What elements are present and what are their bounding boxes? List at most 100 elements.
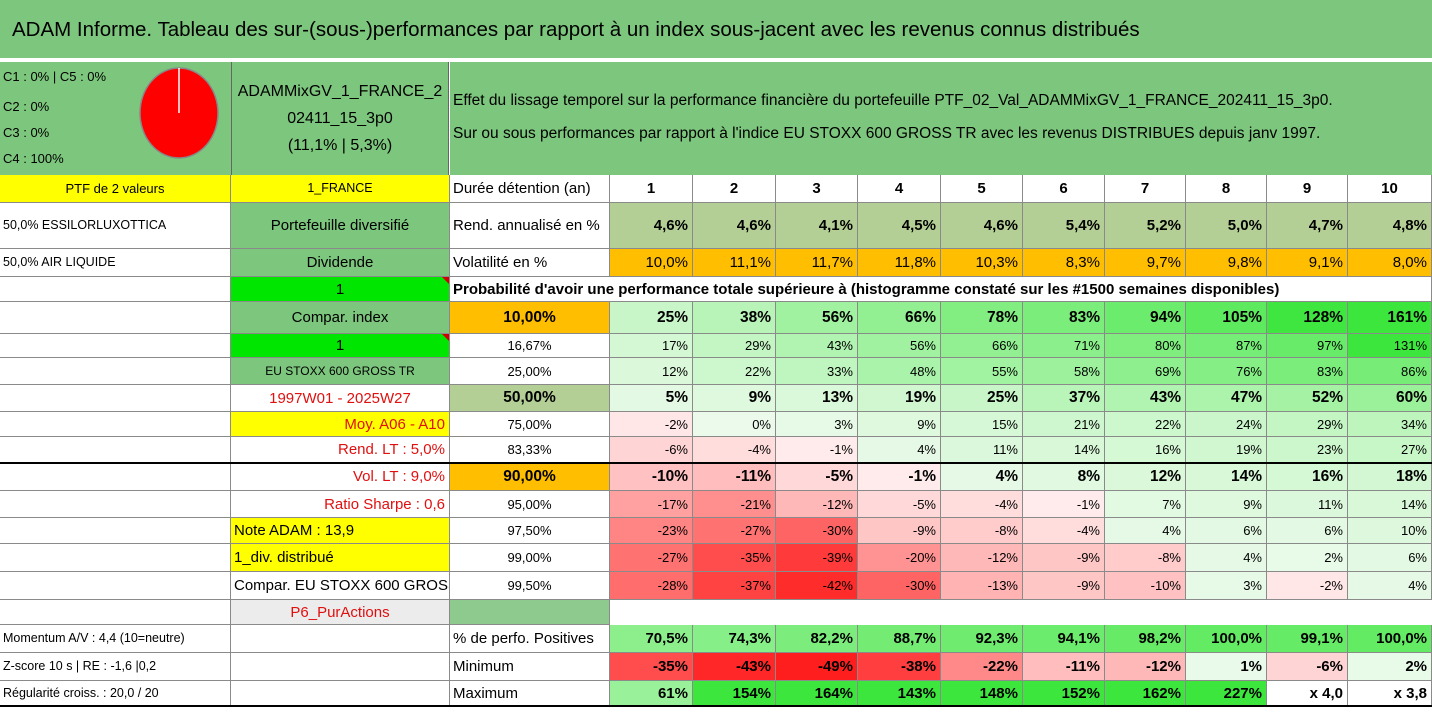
row-label: Z-score 10 s | RE : -1,6 |0,2 — [0, 653, 231, 681]
probability-value: 2% — [1267, 544, 1348, 572]
probability-value: 12% — [1105, 463, 1186, 491]
probability-value: -4% — [1023, 518, 1105, 544]
summary-value: -38% — [858, 653, 941, 681]
parameter-cell: Dividende — [231, 249, 450, 277]
summary-value: 227% — [1186, 681, 1267, 706]
probability-value: 105% — [1186, 302, 1267, 334]
comment-marker-icon — [442, 334, 449, 341]
probability-value: 3% — [776, 412, 858, 437]
duration-year-header: 2 — [693, 175, 776, 203]
probability-title: Probabilité d'avoir une performance tota… — [450, 277, 1432, 302]
probability-value: -6% — [610, 437, 693, 463]
row-label — [0, 412, 231, 437]
parameter-cell: Rend. LT : 5,0% — [231, 437, 450, 463]
rend-value: 5,0% — [1186, 203, 1267, 249]
probability-value: 34% — [1348, 412, 1432, 437]
rend-value: 4,6% — [610, 203, 693, 249]
duration-header-label: Durée détention (an) — [450, 175, 610, 203]
summary-label: Maximum — [450, 681, 610, 706]
probability-value: 14% — [1348, 491, 1432, 518]
threshold-label: 99,50% — [450, 572, 610, 600]
probability-value: 25% — [941, 385, 1023, 412]
probability-value: 86% — [1348, 358, 1432, 385]
probability-value: -17% — [610, 491, 693, 518]
probability-value: 83% — [1267, 358, 1348, 385]
portfolio-name-line: 02411_15_3p0 — [287, 110, 393, 127]
probability-value: 80% — [1105, 334, 1186, 358]
row-label — [0, 600, 231, 625]
threshold-label: 83,33% — [450, 437, 610, 463]
summary-value: -12% — [1105, 653, 1186, 681]
probability-value: 66% — [858, 302, 941, 334]
parameter-cell: 1_FRANCE — [231, 175, 450, 203]
probability-value: -9% — [858, 518, 941, 544]
threshold-label: 75,00% — [450, 412, 610, 437]
probability-value: 8% — [1023, 463, 1105, 491]
probability-value: 71% — [1023, 334, 1105, 358]
probability-value: 38% — [693, 302, 776, 334]
rend-label: Rend. annualisé en % — [450, 203, 610, 249]
probability-value: 9% — [858, 412, 941, 437]
summary-value: 70,5% — [610, 625, 693, 653]
summary-value: 148% — [941, 681, 1023, 706]
portfolio-name-line: (11,1% | 5,3%) — [287, 137, 393, 154]
probability-value: -10% — [1105, 572, 1186, 600]
rend-value: 4,6% — [693, 203, 776, 249]
probability-value: 58% — [1023, 358, 1105, 385]
summary-label: % de perfo. Positives — [450, 625, 610, 653]
vol-value: 8,3% — [1023, 249, 1105, 277]
summary-value: 100,0% — [1186, 625, 1267, 653]
cluster-line: C1 : 0% | C5 : 0% — [3, 69, 107, 84]
probability-value: 43% — [776, 334, 858, 358]
probability-value: 52% — [1267, 385, 1348, 412]
probability-value: 25% — [610, 302, 693, 334]
row-label: 50,0% AIR LIQUIDE — [0, 249, 231, 277]
summary-value: -22% — [941, 653, 1023, 681]
portfolio-name-line: ADAMMixGV_1_FRANCE_2 — [237, 83, 443, 100]
threshold-label: 90,00% — [450, 463, 610, 491]
probability-value: -2% — [1267, 572, 1348, 600]
probability-value: 128% — [1267, 302, 1348, 334]
probability-value: 78% — [941, 302, 1023, 334]
summary-value: 152% — [1023, 681, 1105, 706]
probability-value: 161% — [1348, 302, 1432, 334]
probability-value: 11% — [941, 437, 1023, 463]
probability-value: 22% — [1105, 412, 1186, 437]
probability-value: 29% — [693, 334, 776, 358]
probability-value: -4% — [693, 437, 776, 463]
probability-value: 4% — [941, 463, 1023, 491]
parameter-cell: Ratio Sharpe : 0,6 — [231, 491, 450, 518]
probability-value: -42% — [776, 572, 858, 600]
probability-value: -10% — [610, 463, 693, 491]
probability-value: -35% — [693, 544, 776, 572]
probability-value: -27% — [693, 518, 776, 544]
threshold-label: 97,50% — [450, 518, 610, 544]
summary-value: 94,1% — [1023, 625, 1105, 653]
summary-value: 143% — [858, 681, 941, 706]
cluster-line: C2 : 0% — [3, 99, 50, 114]
probability-value: 43% — [1105, 385, 1186, 412]
cluster-line: C4 : 100% — [3, 151, 64, 166]
probability-value: -30% — [858, 572, 941, 600]
probability-value: 4% — [1348, 572, 1432, 600]
duration-year-header: 6 — [1023, 175, 1105, 203]
report-title: ADAM Informe. Tableau des sur-(sous-)per… — [0, 0, 1432, 58]
parameter-cell: Compar. index — [231, 302, 450, 334]
description-line: Effet du lissage temporel sur la perform… — [453, 92, 1333, 109]
summary-value: 74,3% — [693, 625, 776, 653]
threshold-label: 50,00% — [450, 385, 610, 412]
summary-value: 92,3% — [941, 625, 1023, 653]
probability-value: -13% — [941, 572, 1023, 600]
duration-year-header: 7 — [1105, 175, 1186, 203]
parameter-cell: Portefeuille diversifié — [231, 203, 450, 249]
description-line: Sur ou sous performances par rapport à l… — [453, 125, 1321, 142]
duration-year-header: 5 — [941, 175, 1023, 203]
probability-value: -20% — [858, 544, 941, 572]
probability-value: -37% — [693, 572, 776, 600]
cluster-line: C3 : 0% — [3, 125, 50, 140]
vol-value: 11,8% — [858, 249, 941, 277]
probability-value: 55% — [941, 358, 1023, 385]
portfolio-name: ADAMMixGV_1_FRANCE_2 02411_15_3p0 (11,1%… — [231, 62, 449, 175]
probability-value: 48% — [858, 358, 941, 385]
summary-value: 164% — [776, 681, 858, 706]
